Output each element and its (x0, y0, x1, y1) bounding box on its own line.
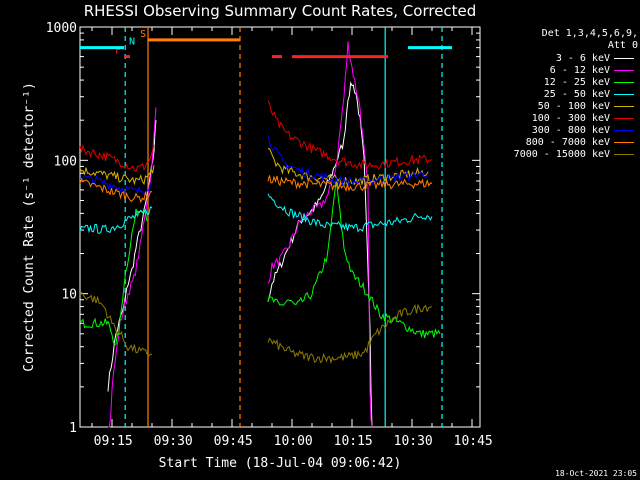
series-segment (267, 81, 373, 428)
series-segment (79, 206, 153, 234)
legend-item: 7000 - 15000 keV (470, 148, 638, 160)
series-segment (267, 100, 433, 170)
legend-item-swatch (614, 153, 634, 155)
x-tick-label: 10:15 (334, 434, 373, 449)
legend-item-swatch (614, 117, 634, 119)
flag-label: S (140, 29, 146, 40)
series-segment (79, 291, 153, 357)
render-timestamp: 18-Oct-2021 23:05 (555, 469, 637, 478)
legend: Det 1,3,4,5,6,9, Att 0 3 - 6 keV 6 - 12 k… (470, 28, 638, 160)
series-line (79, 175, 433, 204)
legend-entries: 3 - 6 keV 6 - 12 keV 12 - 25 keV 25 - 50 ke… (470, 52, 638, 160)
series-line (79, 135, 429, 196)
legend-item-label: 100 - 300 keV (531, 112, 610, 124)
legend-attenuator: Att 0 (607, 40, 638, 51)
x-tick-label: 09:45 (214, 434, 253, 449)
vertical-markers (124, 27, 443, 427)
series-segment (79, 144, 155, 173)
y-axis-label: Corrected Count Rate (s⁻¹ detector⁻¹) (22, 82, 37, 372)
flag-label: N (129, 37, 135, 48)
series-segment (79, 177, 153, 204)
y-tick-label: 100 (54, 154, 77, 169)
legend-item: 25 - 50 keV (470, 88, 638, 100)
series-segment (107, 120, 157, 392)
legend-item-label: 3 - 6 keV (555, 52, 610, 64)
legend-item-swatch (614, 105, 634, 107)
x-tick-label: 10:00 (274, 434, 313, 449)
legend-item-label: 50 - 100 keV (537, 100, 610, 112)
y-tick-label: 1000 (46, 21, 77, 36)
series-segment (79, 174, 153, 196)
series-line (79, 181, 441, 346)
axes (79, 26, 481, 428)
series-segment (267, 181, 441, 339)
y-tick-label: 1 (69, 421, 77, 436)
legend-item-label: 300 - 800 keV (531, 124, 610, 136)
x-tick-label: 09:15 (94, 434, 133, 449)
legend-item-label: 800 - 7000 keV (525, 136, 610, 148)
legend-item-swatch (614, 141, 634, 143)
legend-item-label: 25 - 50 keV (543, 88, 610, 100)
legend-item-swatch (614, 129, 634, 131)
legend-detectors: Det 1,3,4,5,6,9, (541, 28, 638, 39)
axis-labels: 1 10 100 1000 09:15 09:30 09:45 10:00 10:15 10:30… (22, 21, 493, 471)
data-series (79, 41, 441, 428)
legend-item: 100 - 300 keV (470, 112, 638, 124)
series-line (79, 193, 433, 234)
legend-item: 50 - 100 keV (470, 100, 638, 112)
series-segment (268, 148, 429, 186)
x-axis-label: Start Time (18-Jul-04 09:06:42) (159, 456, 402, 471)
legend-item-label: 12 - 25 keV (543, 76, 610, 88)
legend-item: 12 - 25 keV (470, 76, 638, 88)
legend-item: 800 - 7000 keV (470, 136, 638, 148)
legend-item: 300 - 800 keV (470, 124, 638, 136)
series-line (79, 291, 433, 365)
legend-item-label: 6 - 12 keV (549, 64, 610, 76)
series-line (79, 100, 433, 173)
legend-item-swatch (614, 81, 634, 83)
legend-item-swatch (614, 57, 634, 59)
legend-item: 3 - 6 keV (470, 52, 638, 64)
x-tick-label: 10:45 (454, 434, 493, 449)
x-tick-label: 09:30 (154, 434, 193, 449)
series-segment (108, 107, 157, 428)
series-segment (79, 208, 149, 346)
x-tick-label: 10:30 (394, 434, 433, 449)
series-line (107, 81, 373, 428)
series-segment (79, 165, 155, 186)
chart-title: RHESSI Observing Summary Count Rates, Co… (83, 2, 477, 20)
series-segment (267, 175, 433, 193)
series-segment (267, 41, 373, 428)
y-tick-label: 10 (61, 288, 77, 303)
flag-bars: FNS (80, 29, 452, 59)
series-segment (267, 303, 433, 365)
legend-item-label: 7000 - 15000 keV (513, 148, 610, 160)
legend-item: 6 - 12 keV (470, 64, 638, 76)
flag-label: F (115, 46, 121, 57)
series-line (79, 148, 429, 186)
series-segment (267, 193, 433, 233)
legend-item-swatch (614, 93, 634, 95)
legend-item-swatch (614, 69, 634, 71)
series-segment (267, 135, 429, 187)
plot-frame (79, 26, 481, 428)
